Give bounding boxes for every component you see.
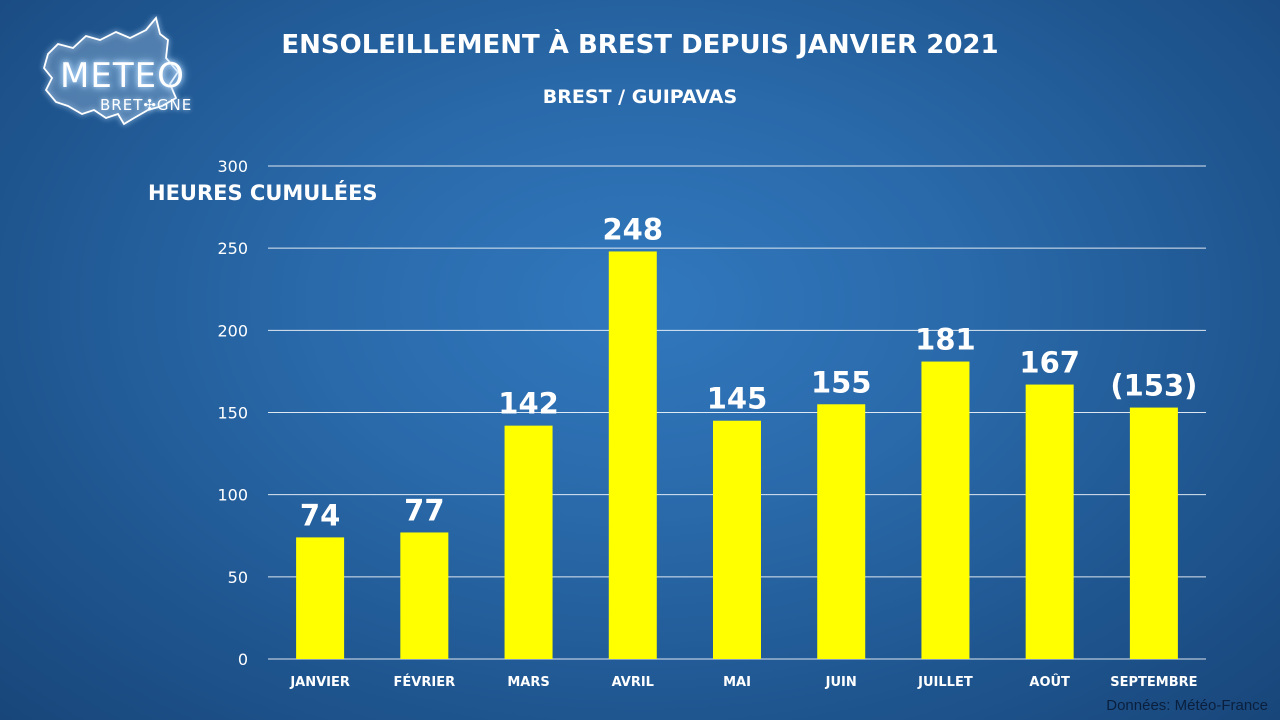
bar (608, 251, 657, 659)
y-axis-ticks: 0 50 100 150 200 250 300 (217, 157, 248, 669)
logo: METEO BRET✣GNE (38, 14, 191, 136)
bar (504, 425, 553, 659)
y-tick-label: 300 (217, 157, 248, 176)
data-label: 155 (811, 365, 872, 399)
y-tick-label: 100 (217, 486, 248, 505)
x-tick-label: JUIN (825, 675, 857, 690)
data-label: (153) (1110, 369, 1197, 403)
bar (400, 532, 449, 659)
x-tick-label: AVRIL (612, 675, 654, 690)
y-tick-label: 250 (217, 239, 248, 258)
logo-subtitle: BRET✣GNE (100, 96, 193, 114)
y-tick-label: 0 (238, 650, 248, 669)
data-label: 145 (707, 382, 768, 416)
bars (296, 251, 1178, 659)
bar (1025, 384, 1074, 659)
y-tick-label: 150 (217, 404, 248, 423)
bar (921, 361, 970, 659)
x-tick-label: JUILLET (917, 675, 973, 690)
bar (1129, 407, 1178, 659)
chart-subtitle: BREST / GUIPAVAS (542, 86, 738, 108)
y-tick-label: 200 (217, 321, 248, 340)
bar (713, 420, 761, 659)
data-label: 142 (498, 387, 559, 421)
chart-title: ENSOLEILLEMENT À BREST DEPUIS JANVIER 20… (281, 30, 999, 60)
data-label: 181 (915, 323, 976, 357)
data-source: Données: Météo-France (1106, 697, 1268, 714)
x-tick-label: MARS (507, 675, 549, 690)
x-tick-label: FÉVRIER (394, 674, 456, 690)
y-tick-label: 50 (228, 568, 248, 587)
brittany-map-icon (43, 16, 180, 126)
data-label: 77 (404, 493, 444, 527)
data-labels: 74 77 142 248 145 155 181 167 (153) (300, 212, 1197, 532)
x-axis-ticks: JANVIER FÉVRIER MARS AVRIL MAI JUIN JUILLET AOÛ… (289, 674, 1197, 690)
data-label: 248 (603, 212, 664, 246)
x-tick-label: AOÛT (1029, 674, 1070, 690)
x-tick-label: SEPTEMBRE (1110, 675, 1197, 690)
x-tick-label: JANVIER (289, 675, 350, 690)
logo-title: METEO (60, 56, 185, 96)
data-label: 167 (1019, 346, 1080, 380)
data-label: 74 (300, 498, 340, 532)
bar (296, 537, 345, 659)
x-tick-label: MAI (723, 675, 751, 690)
bar (817, 404, 866, 659)
